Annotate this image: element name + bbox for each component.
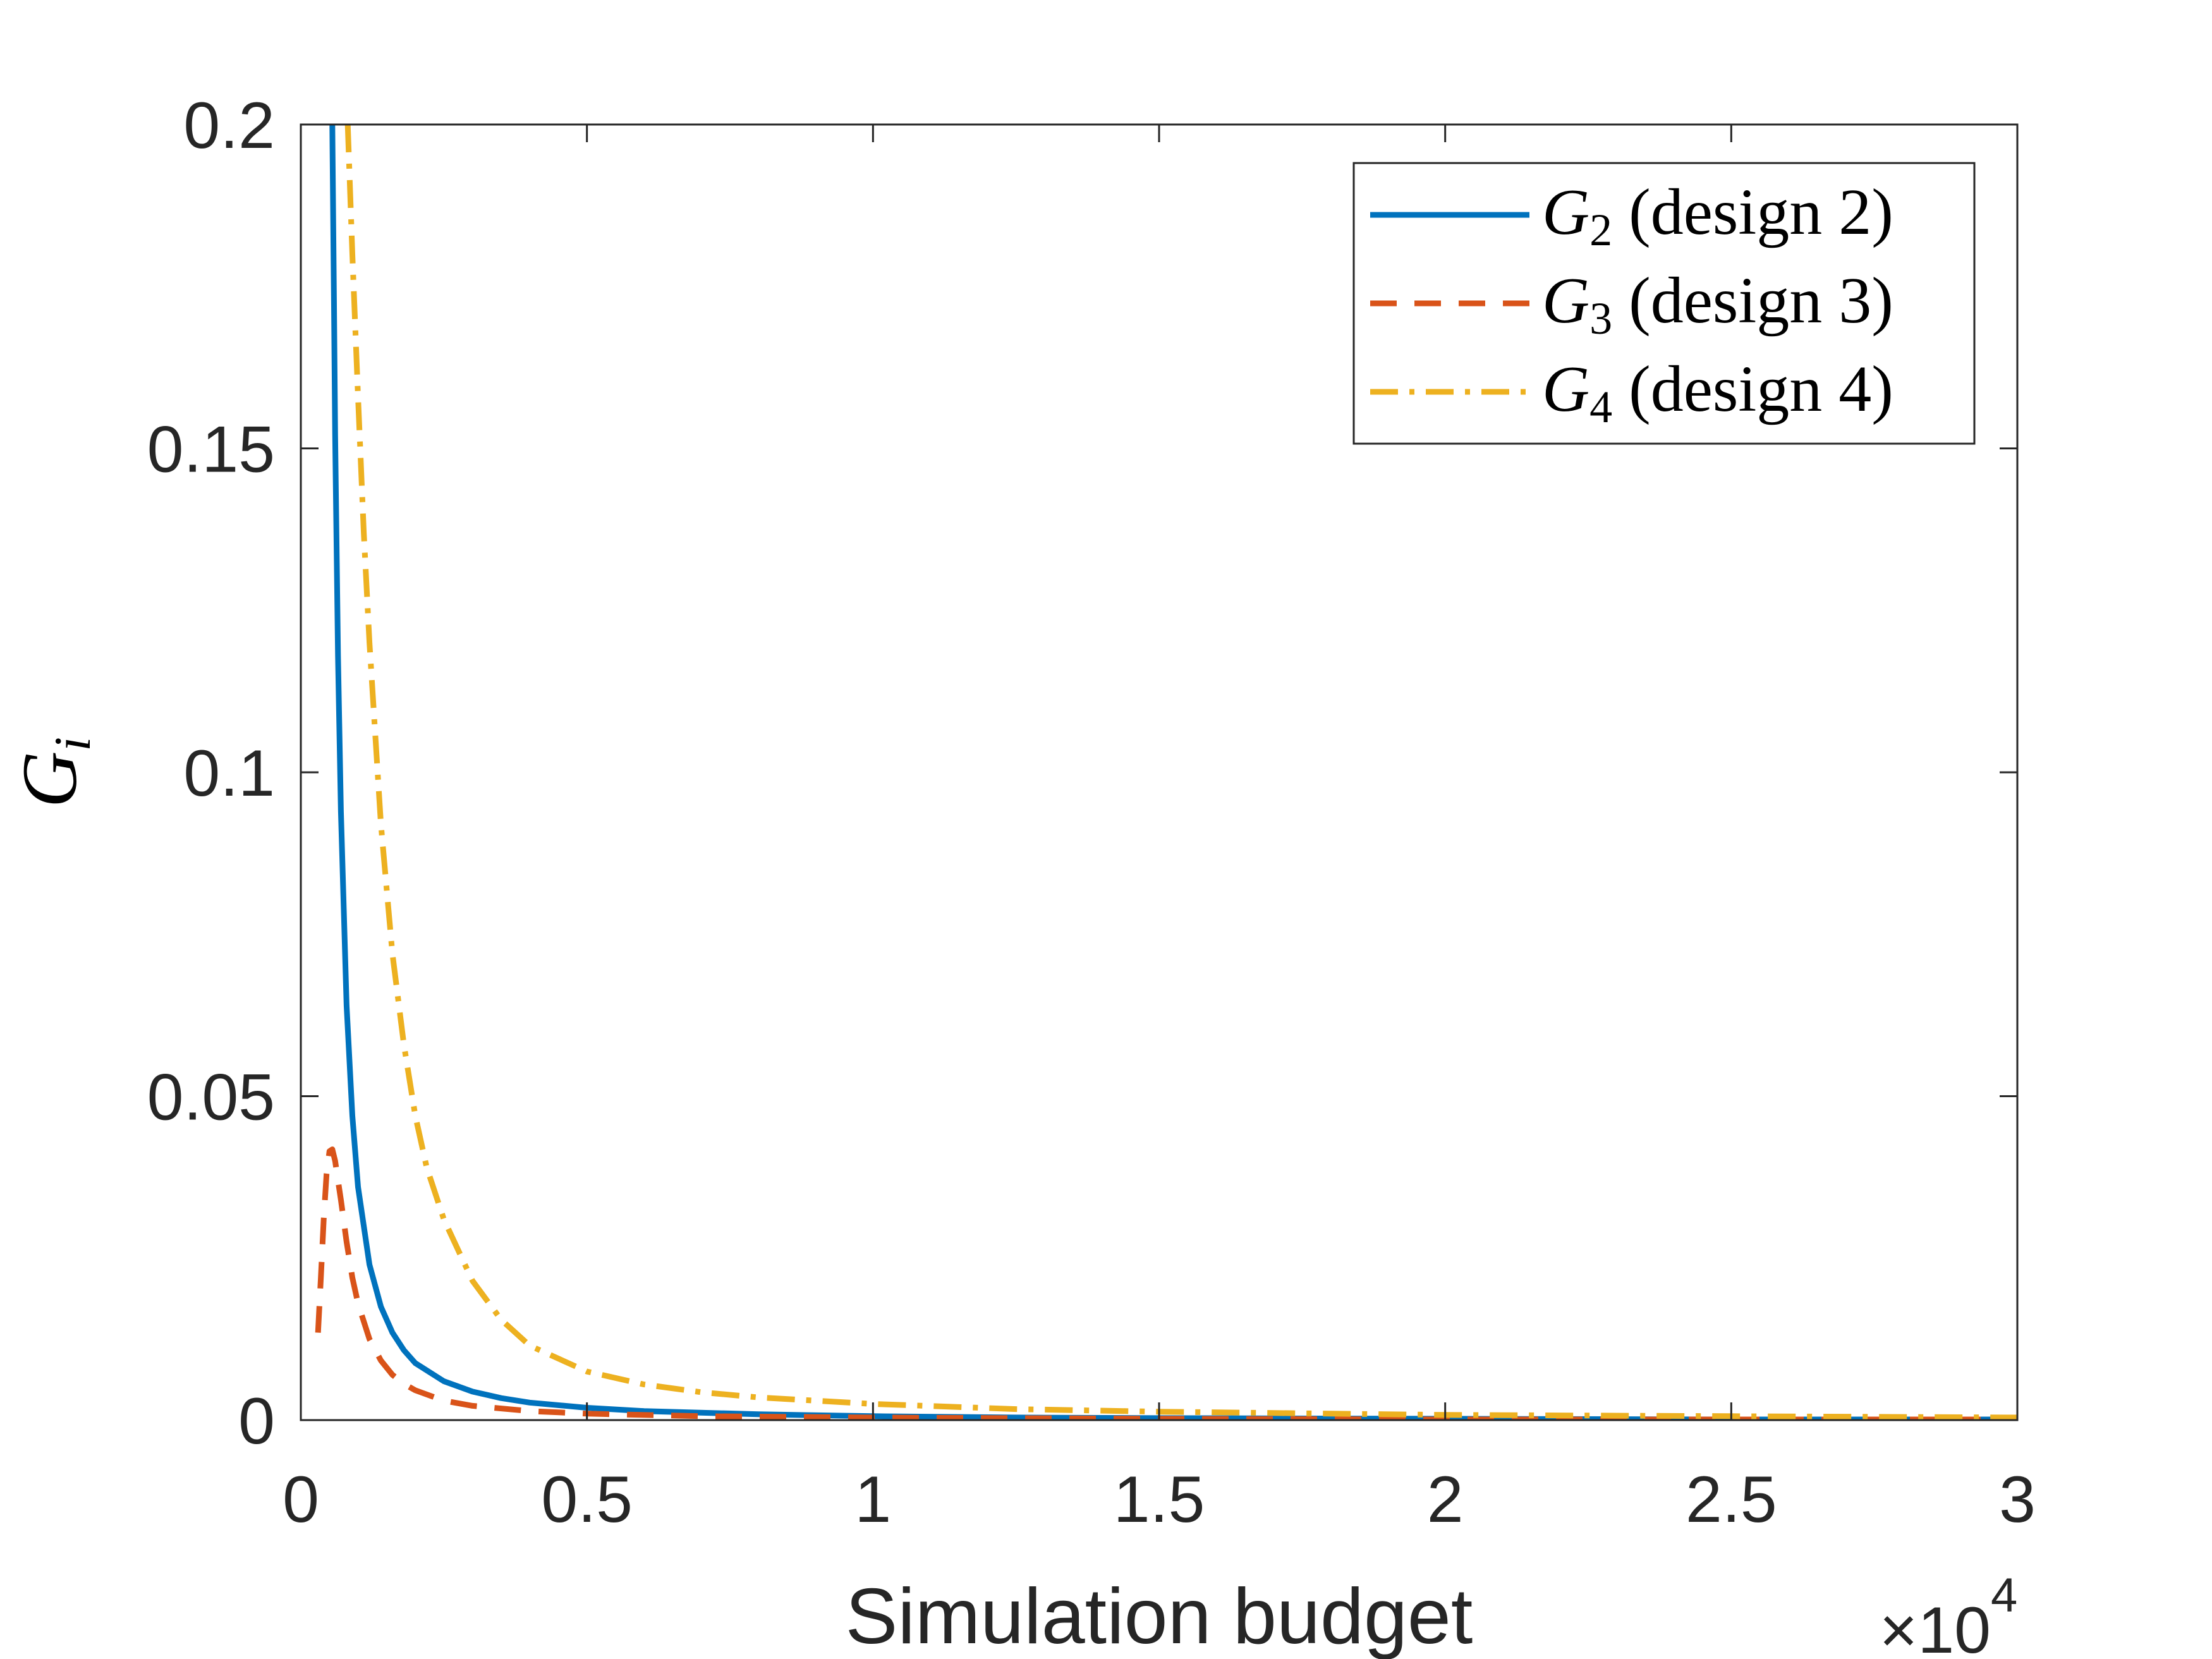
series-line-g4	[344, 125, 2017, 1420]
x-axis-title: Simulation budget	[846, 1573, 1473, 1659]
y-tick-label: 0	[238, 1385, 275, 1458]
x-tick-label: 3	[1999, 1463, 2036, 1536]
legend-label-g4: G4 (design 4)	[1542, 353, 1893, 432]
y-axis-title-subscript: i	[44, 737, 101, 751]
svg-text:Gi: Gi	[6, 737, 101, 808]
y-tick-label: 0.2	[183, 89, 275, 162]
legend-label-g2: G2 (design 2)	[1542, 176, 1893, 255]
y-axis-title: Gi	[6, 737, 101, 808]
legend-label-g3: G3 (design 3)	[1542, 264, 1893, 344]
y-tick-label: 0.15	[147, 413, 275, 487]
x-tick-label: 2.5	[1686, 1463, 1777, 1536]
x-axis-multiplier-exponent: 4	[1991, 1569, 2017, 1622]
ticks-layer: 0 0.5 1 1.5 2 2.5 3 0 0.05 0.1 0.15 0.2	[147, 89, 2036, 1536]
series-layer	[315, 125, 2017, 1420]
legend-entry-g4: G4 (design 4)	[1370, 353, 1893, 432]
x-tick-label: 2	[1427, 1463, 1464, 1536]
y-tick-label: 0.05	[147, 1061, 275, 1134]
x-tick-label: 1	[854, 1463, 891, 1536]
series-line-g3	[315, 1146, 2017, 1420]
y-axis-title-base: G	[6, 751, 93, 808]
x-axis-multiplier: ×10	[1880, 1594, 1991, 1659]
x-tick-label: 0	[283, 1463, 319, 1536]
legend-entry-g2: G2 (design 2)	[1370, 176, 1893, 255]
x-tick-label: 0.5	[541, 1463, 633, 1536]
legend: G2 (design 2) G3 (design 3) G4 (design 4…	[1352, 162, 1976, 445]
y-tick-label: 0.1	[183, 737, 275, 810]
legend-entry-g3: G3 (design 3)	[1370, 264, 1893, 344]
x-tick-label: 1.5	[1114, 1463, 1205, 1536]
legend-box	[1352, 162, 1976, 445]
